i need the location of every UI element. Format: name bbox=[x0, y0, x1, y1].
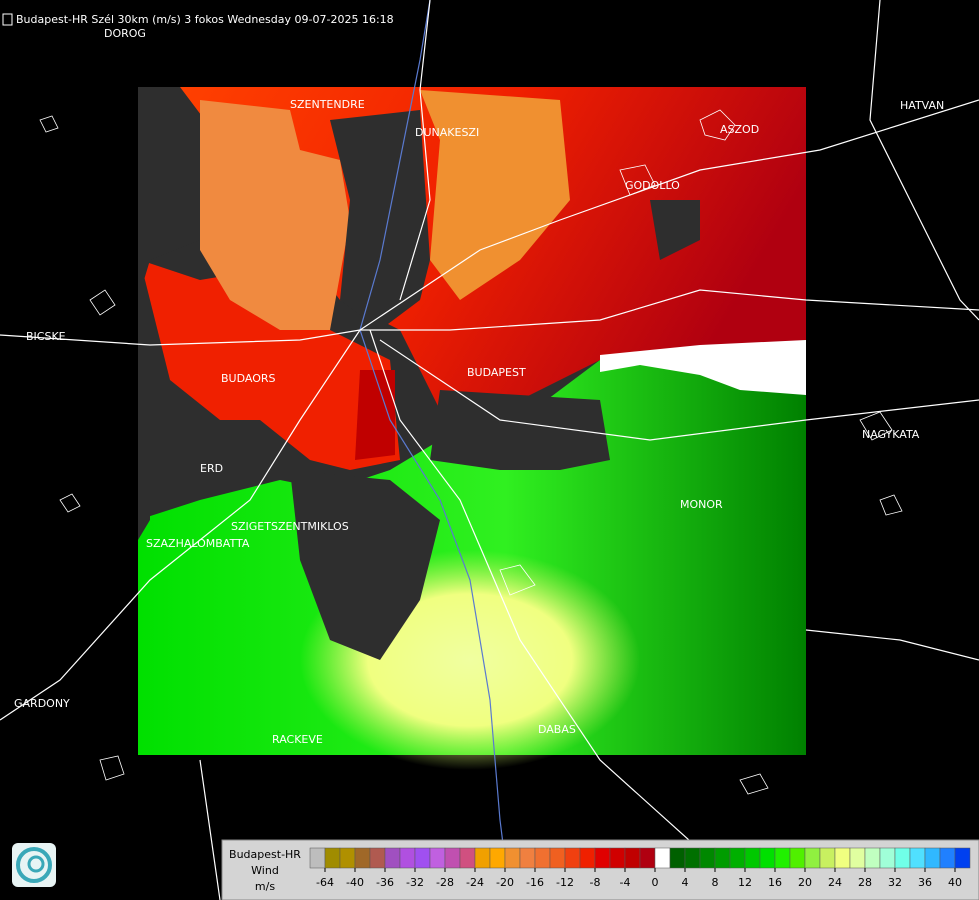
logo bbox=[12, 843, 56, 887]
tick-label: 36 bbox=[918, 876, 932, 889]
title-icon bbox=[2, 13, 13, 26]
tick-label: -20 bbox=[496, 876, 514, 889]
color-swatch bbox=[564, 847, 581, 869]
color-swatch bbox=[579, 847, 596, 869]
tick-label: -8 bbox=[590, 876, 601, 889]
place-label: RACKEVE bbox=[272, 733, 323, 746]
place-label: SZENTENDRE bbox=[290, 98, 365, 111]
color-swatch bbox=[609, 847, 626, 869]
place-label: BUDAPEST bbox=[467, 366, 526, 379]
color-swatch bbox=[804, 847, 821, 869]
tick-label: 20 bbox=[798, 876, 812, 889]
color-swatch bbox=[444, 847, 461, 869]
color-swatch bbox=[504, 847, 521, 869]
tick-label: 28 bbox=[858, 876, 872, 889]
tick-label: 32 bbox=[888, 876, 902, 889]
tick-label: -12 bbox=[556, 876, 574, 889]
legend-quantity: Wind bbox=[251, 864, 279, 877]
color-swatch bbox=[684, 847, 701, 869]
color-swatch bbox=[399, 847, 416, 869]
color-swatch bbox=[699, 847, 716, 869]
tick-label: -24 bbox=[466, 876, 484, 889]
color-swatch bbox=[774, 847, 791, 869]
place-label: DOROG bbox=[104, 27, 146, 40]
color-swatch bbox=[939, 847, 956, 869]
place-label: SZAZHALOMBATTA bbox=[146, 537, 250, 550]
place-label: BUDAORS bbox=[221, 372, 276, 385]
color-swatch bbox=[594, 847, 611, 869]
color-swatch bbox=[534, 847, 551, 869]
color-swatch bbox=[789, 847, 806, 869]
place-label: MONOR bbox=[680, 498, 723, 511]
color-swatch bbox=[924, 847, 941, 869]
color-swatch bbox=[819, 847, 836, 869]
tick-label: 24 bbox=[828, 876, 842, 889]
legend-title: Budapest-HR bbox=[229, 848, 301, 861]
tick-label: -32 bbox=[406, 876, 424, 889]
color-swatch bbox=[834, 847, 851, 869]
color-swatch bbox=[879, 847, 896, 869]
color-swatch bbox=[459, 847, 476, 869]
color-swatch bbox=[744, 847, 761, 869]
color-swatch bbox=[849, 847, 866, 869]
color-swatch bbox=[954, 847, 971, 869]
tick-label: 12 bbox=[738, 876, 752, 889]
color-swatch bbox=[909, 847, 926, 869]
color-swatch bbox=[339, 847, 356, 869]
place-label: SZIGETSZENTMIKLOS bbox=[231, 520, 349, 533]
color-swatch bbox=[429, 847, 446, 869]
color-swatch bbox=[759, 847, 776, 869]
place-label: ERD bbox=[200, 462, 223, 475]
tick-label: -28 bbox=[436, 876, 454, 889]
place-label: DUNAKESZI bbox=[415, 126, 479, 139]
place-label: DABAS bbox=[538, 723, 576, 736]
place-label: GARDONY bbox=[14, 697, 70, 710]
color-swatch bbox=[549, 847, 566, 869]
place-label: BICSKE bbox=[26, 330, 66, 343]
place-label: NAGYKATA bbox=[862, 428, 920, 441]
tick-label: 40 bbox=[948, 876, 962, 889]
color-swatch bbox=[324, 847, 341, 869]
color-swatch bbox=[654, 847, 671, 869]
color-swatch bbox=[474, 847, 491, 869]
color-swatch bbox=[669, 847, 686, 869]
legend-unit: m/s bbox=[255, 880, 275, 893]
map-title: Budapest-HR Szél 30km (m/s) 3 fokos Wedn… bbox=[16, 13, 394, 26]
tick-label: -36 bbox=[376, 876, 394, 889]
color-swatch bbox=[714, 847, 731, 869]
color-swatch bbox=[354, 847, 371, 869]
place-label: ASZOD bbox=[720, 123, 759, 136]
tick-label: -40 bbox=[346, 876, 364, 889]
color-swatch bbox=[309, 847, 326, 869]
place-label: GODOLLO bbox=[625, 179, 680, 192]
color-swatch bbox=[489, 847, 506, 869]
color-swatch bbox=[894, 847, 911, 869]
color-swatch bbox=[414, 847, 431, 869]
color-swatch bbox=[519, 847, 536, 869]
tick-label: 0 bbox=[652, 876, 659, 889]
color-swatch bbox=[624, 847, 641, 869]
tick-label: 16 bbox=[768, 876, 782, 889]
color-swatch bbox=[864, 847, 881, 869]
color-swatch bbox=[729, 847, 746, 869]
tick-label: -64 bbox=[316, 876, 334, 889]
tick-label: 8 bbox=[712, 876, 719, 889]
legend: Budapest-HR Wind m/s -64 -40 -36 -32 -28 -24-… bbox=[221, 839, 979, 900]
color-swatch bbox=[369, 847, 386, 869]
radar-field bbox=[138, 87, 806, 770]
color-swatch bbox=[384, 847, 401, 869]
tick-label: -16 bbox=[526, 876, 544, 889]
place-label: HATVAN bbox=[900, 99, 944, 112]
color-swatch bbox=[639, 847, 656, 869]
tick-label: -4 bbox=[620, 876, 631, 889]
tick-label: 4 bbox=[682, 876, 689, 889]
